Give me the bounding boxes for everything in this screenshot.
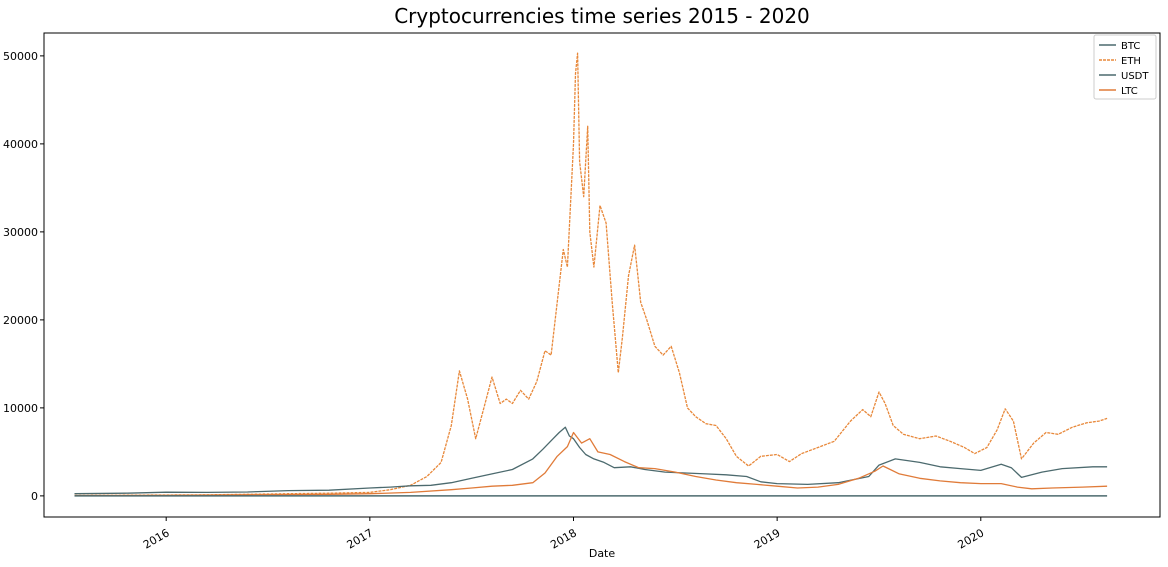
plot-frame xyxy=(43,32,1161,518)
y-tick-label: 50000 xyxy=(3,50,38,63)
y-tick-label: 0 xyxy=(31,490,38,503)
x-tick-label: 2017 xyxy=(345,526,376,551)
y-tick-label: 30000 xyxy=(3,226,38,239)
y-axis: 0 10000 20000 30000 40000 50000 xyxy=(3,50,44,503)
x-tick-label: 2018 xyxy=(548,526,579,551)
legend-label-btc: BTC xyxy=(1121,41,1140,52)
series-line-ltc xyxy=(74,431,1108,497)
series-line-eth xyxy=(74,52,1108,497)
y-tick-label: 40000 xyxy=(3,138,38,151)
x-tick-label: 2019 xyxy=(752,526,783,551)
chart-title: Cryptocurrencies time series 2015 - 2020 xyxy=(394,4,810,28)
x-tick-label: 2016 xyxy=(141,526,172,551)
legend: BTC ETH USDT LTC xyxy=(1093,34,1157,100)
x-tick-label: 2020 xyxy=(956,526,987,551)
legend-label-usdt: USDT xyxy=(1121,71,1149,82)
legend-label-eth: ETH xyxy=(1121,56,1141,67)
y-tick-label: 10000 xyxy=(3,402,38,415)
x-axis-label: Date xyxy=(589,547,616,560)
series-layer xyxy=(74,52,1108,497)
y-tick-label: 20000 xyxy=(3,314,38,327)
series-line-btc xyxy=(74,426,1108,495)
legend-frame xyxy=(1093,34,1157,100)
legend-label-ltc: LTC xyxy=(1121,86,1138,97)
x-axis: 2016 2017 2018 2019 2020 xyxy=(141,517,986,552)
